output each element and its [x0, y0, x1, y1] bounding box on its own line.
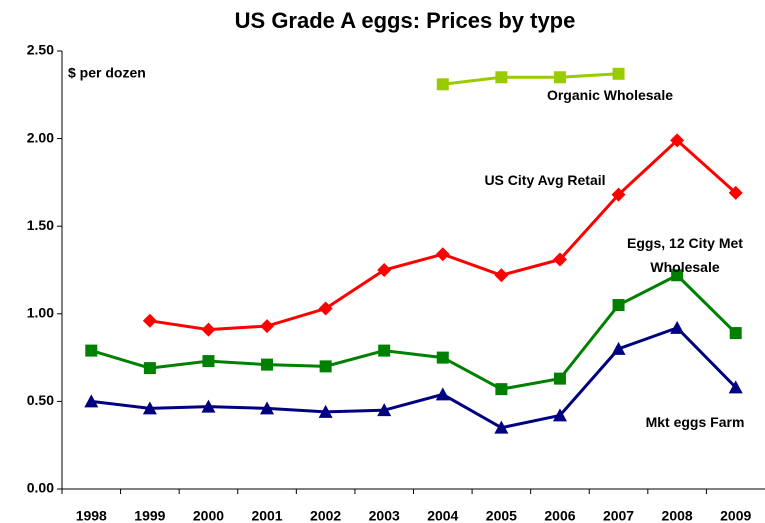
x-tick-label: 1999	[134, 508, 165, 523]
marker	[612, 67, 625, 80]
marker	[318, 301, 333, 316]
marker	[612, 299, 625, 312]
marker	[260, 319, 275, 334]
marker	[377, 403, 392, 417]
x-tick-label: 2002	[310, 508, 341, 523]
marker	[494, 268, 509, 283]
marker	[260, 401, 275, 415]
x-tick-label: 2004	[427, 508, 458, 523]
x-tick-label: 2003	[369, 508, 400, 523]
x-tick-label: 2001	[251, 508, 282, 523]
y-tick-label: 1.50	[27, 217, 54, 233]
marker	[553, 372, 566, 385]
y-axis-label: $ per dozen	[68, 65, 146, 81]
marker	[494, 420, 509, 434]
marker	[553, 71, 566, 84]
marker	[142, 401, 157, 415]
y-tick-label: 0.50	[27, 392, 54, 408]
marker	[729, 327, 742, 340]
x-tick-label: 2009	[720, 508, 751, 523]
marker	[201, 322, 216, 337]
marker	[377, 263, 392, 277]
marker	[202, 355, 215, 368]
marker	[261, 358, 274, 371]
marker	[84, 394, 99, 408]
series-line	[90, 273, 737, 391]
marker	[143, 362, 156, 375]
series-label: Mkt eggs Farm	[645, 414, 745, 430]
series-label: US City Avg Retail	[484, 172, 606, 188]
x-tick-label: 2005	[486, 508, 517, 523]
marker	[142, 313, 157, 328]
marker	[201, 399, 216, 413]
x-tick-label: 1998	[76, 508, 107, 523]
chart-title: US Grade A eggs: Prices by type	[235, 8, 576, 33]
y-tick-label: 0.00	[27, 480, 54, 496]
marker	[85, 344, 98, 357]
y-tick-label: 2.50	[27, 42, 54, 58]
marker	[435, 387, 450, 401]
marker	[319, 360, 332, 373]
series-line	[442, 72, 619, 86]
marker	[495, 71, 508, 84]
marker	[318, 404, 333, 418]
marker	[611, 341, 626, 355]
y-tick-label: 2.00	[27, 129, 54, 145]
series-line	[91, 326, 737, 430]
marker	[552, 252, 567, 267]
marker	[436, 78, 449, 91]
marker	[728, 185, 743, 200]
marker	[495, 383, 508, 396]
marker	[378, 344, 391, 357]
marker	[670, 133, 685, 148]
x-tick-label: 2000	[193, 508, 224, 523]
marker	[671, 269, 684, 282]
marker	[436, 351, 449, 364]
marker	[435, 247, 450, 262]
x-tick-label: 2008	[662, 508, 693, 523]
marker	[552, 408, 567, 422]
y-tick-label: 1.00	[27, 305, 54, 321]
series-label: Organic Wholesale	[546, 87, 674, 103]
marker	[611, 187, 626, 202]
marker	[728, 380, 743, 394]
x-tick-label: 2006	[544, 508, 575, 523]
x-tick-label: 2007	[603, 508, 634, 523]
series-label: Eggs, 12 City Met Wholesale	[627, 235, 743, 275]
marker	[670, 320, 685, 334]
